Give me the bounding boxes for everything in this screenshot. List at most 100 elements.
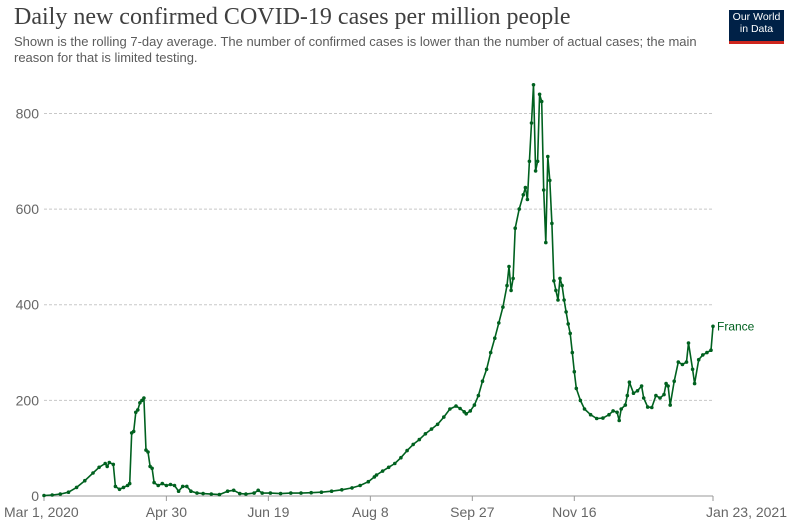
data-point[interactable]	[619, 407, 623, 411]
data-point[interactable]	[225, 489, 230, 494]
data-point[interactable]	[623, 403, 628, 407]
data-point[interactable]	[497, 321, 501, 325]
data-point[interactable]	[566, 322, 570, 326]
data-point[interactable]	[374, 473, 379, 477]
data-point[interactable]	[386, 465, 391, 470]
data-point[interactable]	[692, 381, 697, 386]
data-point[interactable]	[121, 485, 126, 490]
data-point[interactable]	[42, 493, 46, 498]
data-point[interactable]	[484, 367, 489, 372]
data-point[interactable]	[548, 178, 552, 183]
data-point[interactable]	[676, 360, 681, 364]
data-point[interactable]	[645, 405, 650, 409]
data-point[interactable]	[615, 410, 619, 415]
data-point[interactable]	[552, 279, 556, 283]
data-point[interactable]	[523, 185, 528, 190]
data-point[interactable]	[160, 481, 165, 486]
data-point[interactable]	[546, 154, 550, 159]
data-point[interactable]	[180, 484, 185, 489]
data-point[interactable]	[680, 362, 685, 367]
data-point[interactable]	[468, 409, 473, 413]
data-point[interactable]	[513, 226, 517, 230]
data-point[interactable]	[472, 403, 477, 407]
data-point[interactable]	[617, 418, 621, 423]
data-point[interactable]	[556, 298, 560, 302]
data-point[interactable]	[195, 491, 199, 495]
data-point[interactable]	[521, 193, 526, 197]
data-point[interactable]	[558, 276, 562, 281]
data-point[interactable]	[238, 491, 242, 496]
data-point[interactable]	[511, 276, 515, 281]
data-point[interactable]	[550, 221, 554, 226]
data-point[interactable]	[83, 478, 87, 483]
data-point[interactable]	[399, 455, 403, 460]
data-point[interactable]	[113, 484, 118, 489]
data-point[interactable]	[138, 401, 142, 405]
data-point[interactable]	[601, 416, 605, 420]
data-point[interactable]	[435, 422, 440, 427]
data-point[interactable]	[564, 310, 568, 314]
data-point[interactable]	[641, 396, 646, 400]
data-point[interactable]	[607, 412, 611, 417]
data-point[interactable]	[217, 492, 222, 497]
data-point[interactable]	[662, 392, 666, 397]
data-point[interactable]	[658, 396, 662, 400]
data-point[interactable]	[340, 488, 344, 492]
data-point[interactable]	[541, 188, 546, 192]
data-point[interactable]	[454, 404, 458, 408]
data-point[interactable]	[423, 432, 428, 436]
data-point[interactable]	[527, 159, 532, 164]
data-point[interactable]	[505, 283, 509, 288]
data-point[interactable]	[709, 348, 713, 353]
data-point[interactable]	[146, 450, 150, 454]
data-point[interactable]	[150, 466, 154, 471]
data-point[interactable]	[393, 461, 397, 466]
data-point[interactable]	[582, 407, 587, 411]
data-point[interactable]	[539, 99, 544, 104]
data-point[interactable]	[417, 437, 422, 442]
data-point[interactable]	[627, 380, 632, 385]
data-point[interactable]	[458, 406, 462, 411]
data-point[interactable]	[201, 491, 205, 496]
data-point[interactable]	[319, 490, 324, 495]
data-point[interactable]	[299, 491, 303, 495]
data-point[interactable]	[244, 492, 248, 496]
data-point[interactable]	[464, 412, 469, 416]
data-point[interactable]	[554, 288, 558, 293]
data-point[interactable]	[588, 412, 593, 417]
data-point[interactable]	[185, 484, 189, 489]
data-point[interactable]	[448, 407, 452, 411]
data-point[interactable]	[686, 341, 691, 345]
data-point[interactable]	[560, 283, 564, 288]
data-point[interactable]	[156, 483, 160, 488]
data-point[interactable]	[58, 492, 63, 496]
data-point[interactable]	[278, 491, 283, 496]
data-point[interactable]	[209, 492, 214, 496]
data-point[interactable]	[103, 461, 107, 466]
data-point[interactable]	[631, 391, 636, 396]
data-point[interactable]	[164, 483, 169, 488]
data-point[interactable]	[107, 460, 112, 465]
data-point[interactable]	[533, 169, 538, 173]
data-point[interactable]	[544, 240, 548, 245]
data-point[interactable]	[574, 386, 579, 391]
data-point[interactable]	[701, 353, 705, 357]
data-point[interactable]	[260, 491, 265, 495]
data-point[interactable]	[350, 486, 354, 490]
data-point[interactable]	[668, 403, 672, 407]
data-point[interactable]	[493, 336, 497, 341]
data-point[interactable]	[329, 489, 334, 494]
data-point[interactable]	[256, 488, 261, 493]
data-point[interactable]	[568, 331, 572, 336]
data-point[interactable]	[405, 448, 409, 453]
data-point[interactable]	[176, 489, 181, 494]
data-point[interactable]	[189, 489, 193, 494]
data-point[interactable]	[672, 379, 676, 384]
data-point[interactable]	[252, 491, 256, 495]
data-point[interactable]	[134, 410, 138, 415]
data-point[interactable]	[429, 427, 434, 431]
data-point[interactable]	[366, 479, 371, 484]
data-point[interactable]	[97, 465, 101, 470]
data-point[interactable]	[639, 384, 644, 388]
data-point[interactable]	[442, 415, 446, 419]
